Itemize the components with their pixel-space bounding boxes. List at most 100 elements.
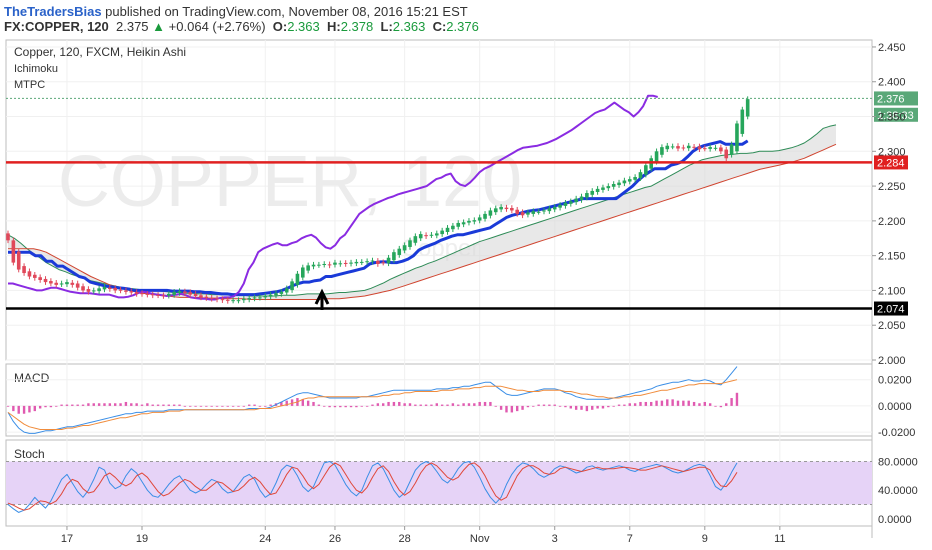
macd-histogram-bar <box>414 404 417 406</box>
price-axis[interactable]: 2.000 2.050 2.100 2.150 2.200 2.250 2.300 2.350… <box>872 42 906 367</box>
macd-histogram-bar <box>189 405 192 407</box>
price-label: 1:38:33 <box>877 110 914 122</box>
time-axis[interactable]: 17 19 24 26 28 Nov 3 7 9 11 <box>61 526 786 545</box>
macd-histogram-bar <box>258 405 262 407</box>
candle-body <box>129 291 134 293</box>
macd-histogram-bar <box>108 403 112 406</box>
macd-histogram-bar <box>446 404 449 406</box>
candle-body <box>397 248 402 255</box>
macd-histogram-bar <box>92 403 95 406</box>
macd-histogram-bar <box>489 401 492 406</box>
candle-body <box>703 148 707 150</box>
level-badge <box>874 155 908 170</box>
macd-histogram-bar <box>532 405 535 407</box>
candle-body <box>504 207 509 210</box>
macd-histogram-bar <box>655 400 658 406</box>
macd-histogram-bar <box>612 405 615 407</box>
candle-body <box>27 271 32 277</box>
candle-body <box>225 299 230 301</box>
macd-histogram-bar <box>365 405 369 407</box>
macd-histogram-bar <box>103 403 106 406</box>
macd-histogram-bar <box>644 401 648 406</box>
candle-body <box>585 193 589 198</box>
macd-histogram-bar <box>639 401 642 406</box>
candle-body <box>359 261 364 263</box>
macd-histogram-bar <box>719 405 723 408</box>
macd-histogram-bar <box>692 401 696 406</box>
macd-histogram-bar <box>360 405 363 407</box>
candle-body <box>418 234 423 239</box>
level-badge <box>874 301 908 316</box>
macd-histogram-bar <box>333 405 337 408</box>
candle-body <box>424 235 428 237</box>
horizontal-lines[interactable]: 2.284 2.074 2.376 1:38:33 <box>6 91 918 316</box>
macd-histogram-bar <box>521 405 524 410</box>
macd-histogram-bar <box>280 401 283 406</box>
level-label: 2.074 <box>877 304 905 316</box>
candle-body <box>354 261 359 264</box>
candle-body <box>167 293 171 296</box>
macd-histogram-bar <box>221 405 224 407</box>
candle-body <box>745 99 750 117</box>
macd-histogram-bar <box>306 400 310 406</box>
signal-line <box>7 379 738 430</box>
macd-histogram-bar <box>33 405 36 412</box>
candle-body <box>38 277 42 280</box>
macd-histogram-bar <box>199 405 203 407</box>
last-price: 2.375 <box>116 19 149 34</box>
macd-histogram-bar <box>510 405 514 413</box>
candle-body <box>124 290 128 292</box>
candle-body <box>456 222 461 227</box>
candle-body <box>43 278 48 283</box>
chart-canvas[interactable]: COPPER, 120 Copper 2.2842.0742.3761:38:3… <box>0 38 932 550</box>
macd-histogram-bar <box>242 405 246 407</box>
macd-histogram-bar <box>526 405 530 408</box>
candle-body <box>552 206 557 210</box>
candle-body <box>574 198 578 203</box>
y-tick-label: 2.450 <box>878 42 906 54</box>
candle-body <box>569 201 573 204</box>
x-tick-label: Nov <box>470 533 490 545</box>
candle-body <box>188 292 193 295</box>
candle-body <box>268 294 273 297</box>
macd-histogram-bar <box>585 405 589 412</box>
macd-histogram-bar <box>473 403 476 406</box>
macd-histogram-bar <box>537 404 540 406</box>
macd-histogram-bar <box>205 405 208 407</box>
publisher-name[interactable]: TheTradersBias <box>4 4 102 19</box>
open-value: 2.363 <box>287 19 320 34</box>
macd-histogram-bar <box>44 405 47 408</box>
macd-histogram-bar <box>114 403 117 406</box>
macd-histogram-bar <box>558 405 562 407</box>
x-tick-label: 24 <box>259 533 271 545</box>
symbol-line: FX:COPPER, 120 2.375 ▲ +0.064 (+2.76%) O… <box>4 19 479 34</box>
macd-histogram-bar <box>698 403 701 406</box>
stoch-k-line <box>7 461 738 513</box>
candle-body <box>402 245 407 251</box>
macd-histogram-bar <box>494 405 497 407</box>
candle-body <box>472 220 477 222</box>
candle-body <box>134 292 139 294</box>
macd-histogram-bar <box>81 404 85 406</box>
candle-body <box>713 147 718 149</box>
candle-body <box>338 263 343 265</box>
candle-body <box>140 293 144 295</box>
candle-body <box>247 298 251 300</box>
macd-histogram-bar <box>146 403 149 406</box>
macd-histogram-bar <box>607 405 610 408</box>
macd-histogram-bar <box>682 400 685 406</box>
candle-body <box>376 260 380 264</box>
macd-histogram-bar <box>462 403 465 406</box>
macd-histogram-bar <box>714 405 717 407</box>
candle-body <box>740 109 745 134</box>
candle-body <box>113 288 117 291</box>
candle-body <box>97 288 101 292</box>
y-tick-label: 2.300 <box>878 146 906 158</box>
macd-histogram-bar <box>323 405 326 407</box>
candle-body <box>499 206 503 210</box>
macd-histogram-bar <box>253 404 256 406</box>
close-value: 2.376 <box>446 19 479 34</box>
macd-histogram-bar <box>730 398 733 406</box>
x-tick-label: 28 <box>399 533 411 545</box>
macd-histogram-bar <box>97 403 101 406</box>
